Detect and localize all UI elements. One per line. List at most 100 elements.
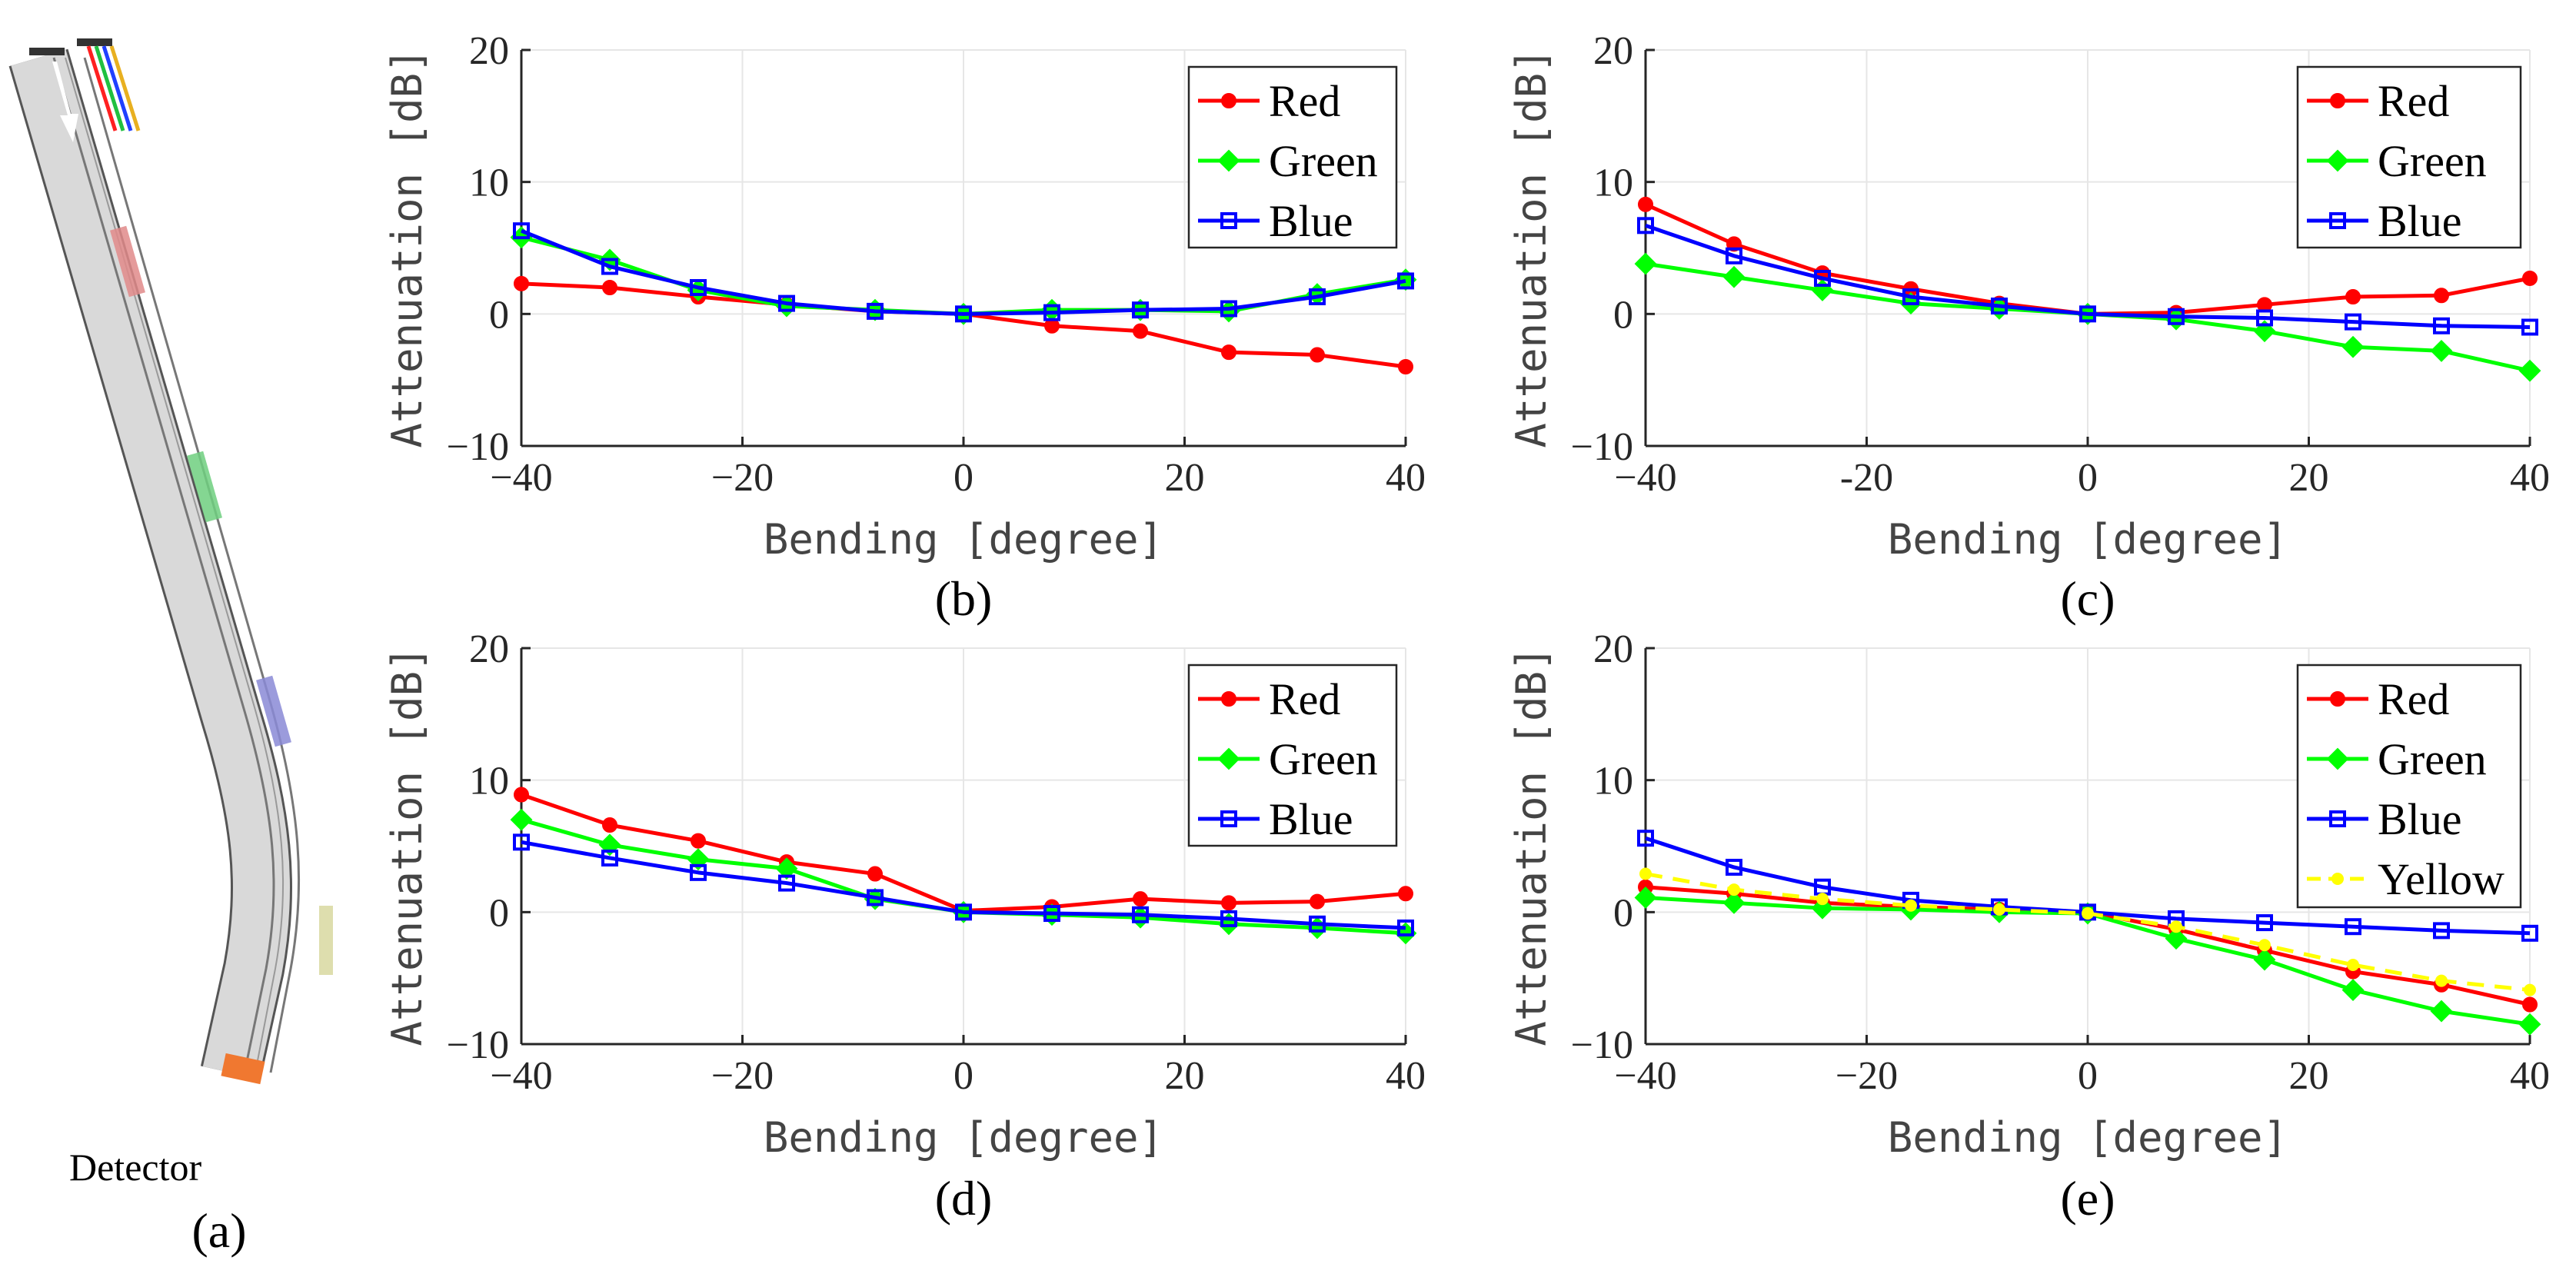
legend-label: Red [2378, 674, 2449, 724]
x-tick-label: 40 [2510, 1054, 2550, 1098]
data-point-yellow [2082, 907, 2094, 920]
data-point-red [691, 833, 706, 849]
data-point-blue [867, 889, 884, 906]
legend-swatch-marker [1221, 691, 1236, 707]
y-tick-label: 20 [1593, 627, 1633, 671]
data-point-blue [1397, 919, 1414, 936]
legend-label: Yellow [2378, 854, 2504, 904]
series-blue [513, 222, 1414, 323]
panel-label: (c) [2060, 571, 2115, 626]
data-point-blue [2433, 317, 2450, 334]
data-point-blue [1991, 298, 2008, 315]
detector-label: Detector [69, 1146, 201, 1189]
legend: Red Green Blue [1187, 664, 1398, 847]
panel-label: (b) [935, 571, 993, 626]
data-point-red [2522, 270, 2538, 286]
data-point-green [2430, 1000, 2453, 1023]
x-tick-label: 40 [2510, 456, 2550, 500]
series-line-blue [521, 228, 1406, 316]
x-tick-label: 40 [1386, 1054, 1426, 1098]
y-tick-label: 20 [469, 627, 509, 671]
legend-label: Blue [1269, 196, 1353, 246]
data-point-blue [690, 863, 707, 881]
yellow-source-fiber [109, 45, 141, 131]
fiber-bundle [8, 48, 301, 1079]
data-point-blue [778, 874, 795, 892]
y-tick-label: −10 [447, 425, 509, 469]
data-point-green [1811, 896, 1834, 920]
fiber-core-line-2 [65, 57, 285, 1073]
y-tick-label: 10 [1593, 760, 1633, 803]
x-tick-label: −40 [1614, 1054, 1676, 1098]
x-tick-label: 40 [1386, 456, 1426, 500]
green-source-fiber [94, 45, 125, 131]
y-tick-label: 10 [469, 760, 509, 803]
data-point-blue [2168, 308, 2185, 325]
data-point-blue [2256, 914, 2273, 932]
y-tick-label: −10 [1571, 425, 1633, 469]
x-axis-label: Bending [degree] [764, 1113, 1163, 1162]
data-point-blue [1043, 304, 1060, 321]
legend-swatch-marker [1221, 93, 1236, 108]
data-point-red [867, 866, 883, 882]
legend-label: Green [1269, 136, 1378, 186]
data-point-blue [690, 279, 707, 296]
data-point-red [1133, 323, 1148, 339]
x-tick-label: 0 [2078, 456, 2098, 500]
series-blue [1637, 217, 2538, 336]
data-point-blue [1043, 905, 1060, 923]
data-point-green [2165, 927, 2188, 950]
data-point-yellow [2524, 983, 2536, 996]
legend-swatch-marker [1220, 212, 1237, 229]
data-point-blue [778, 294, 795, 312]
x-tick-label: 20 [1165, 456, 1205, 500]
data-point-blue [2345, 313, 2361, 331]
x-axis-label: Bending [degree] [1888, 1113, 2288, 1162]
panel-label-a: (a) [191, 1203, 246, 1258]
panel-label: (e) [2060, 1171, 2115, 1226]
data-point-blue [1726, 858, 1742, 876]
data-point-red [514, 787, 529, 803]
data-point-green [2518, 359, 2541, 382]
panel-a-fiber-diagram: Detector (a) [8, 38, 333, 1258]
y-axis-label: Attenuation [dB] [383, 48, 431, 447]
data-point-green [510, 808, 533, 831]
data-point-blue [2433, 922, 2450, 940]
x-tick-label: 20 [1165, 1054, 1205, 1098]
x-axis-label: Bending [degree] [1888, 515, 2288, 564]
legend-label: Red [2378, 76, 2449, 126]
x-tick-label: 0 [2078, 1054, 2098, 1098]
legend-label: Green [1269, 734, 1378, 784]
data-point-red [1398, 359, 1413, 374]
x-tick-label: 0 [954, 1054, 973, 1098]
legend: Red Green Blue [2296, 65, 2522, 249]
panel-label: (d) [935, 1171, 993, 1226]
y-tick-label: −10 [447, 1023, 509, 1067]
y-tick-label: 0 [1613, 293, 1633, 337]
data-point-red [2522, 996, 2538, 1013]
data-point-yellow [2435, 974, 2448, 987]
legend-label: Blue [2378, 794, 2462, 844]
detector-block [221, 1053, 265, 1085]
data-point-red [1221, 344, 1236, 361]
legend-label: Blue [1269, 794, 1353, 844]
data-point-red [514, 275, 529, 291]
legend-label: Red [1269, 76, 1340, 126]
legend-swatch-marker [2331, 873, 2344, 885]
data-point-yellow [1639, 867, 1652, 880]
data-point-yellow [1816, 893, 1829, 906]
data-point-blue [2345, 918, 2361, 936]
data-point-blue [601, 258, 618, 275]
y-axis-label: Attenuation [dB] [1507, 48, 1556, 447]
legend-swatch-marker [2330, 93, 2345, 108]
data-point-red [2345, 289, 2361, 305]
data-point-blue [1309, 288, 1326, 306]
x-tick-label: 0 [954, 456, 973, 500]
legend-label: Green [2378, 136, 2487, 186]
y-axis-label: Attenuation [dB] [1507, 646, 1556, 1046]
legend: Red Green Blue Yellow [2296, 664, 2522, 909]
fiber-core-line [52, 57, 275, 1073]
